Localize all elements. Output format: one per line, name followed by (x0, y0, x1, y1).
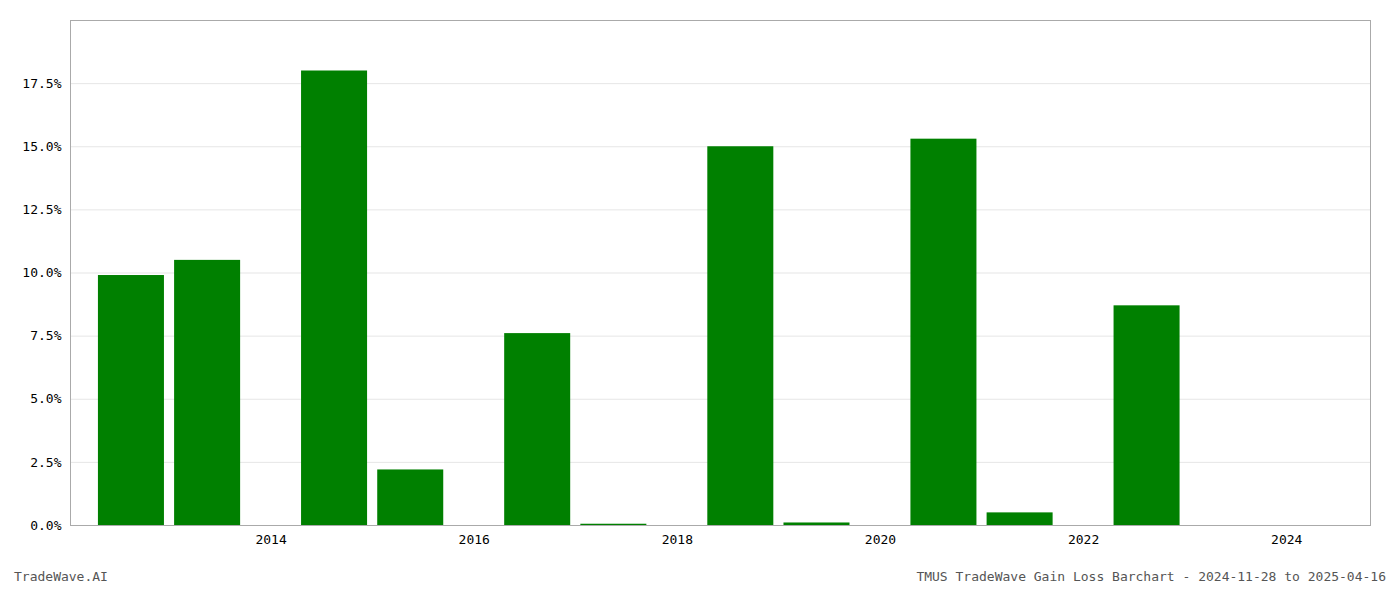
svg-text:12.5%: 12.5% (22, 202, 61, 217)
svg-text:2024: 2024 (1271, 532, 1302, 547)
svg-text:7.5%: 7.5% (30, 328, 61, 343)
svg-text:2.5%: 2.5% (30, 455, 61, 470)
svg-text:2014: 2014 (255, 532, 286, 547)
svg-text:2022: 2022 (1068, 532, 1099, 547)
svg-text:15.0%: 15.0% (22, 139, 61, 154)
html-text:TradeWave.AI: TradeWave.AI (14, 569, 108, 584)
html-text:TMUS TradeWave Gain Loss Barch: TMUS TradeWave Gain Loss Barchart - 2024… (916, 569, 1386, 584)
svg-text:10.0%: 10.0% (22, 265, 61, 280)
svg-text:2016: 2016 (459, 532, 490, 547)
svg-text:2018: 2018 (662, 532, 693, 547)
svg-text:17.5%: 17.5% (22, 76, 61, 91)
svg-text:2020: 2020 (865, 532, 896, 547)
svg-text:0.0%: 0.0% (30, 518, 61, 533)
svg-text:5.0%: 5.0% (30, 391, 61, 406)
